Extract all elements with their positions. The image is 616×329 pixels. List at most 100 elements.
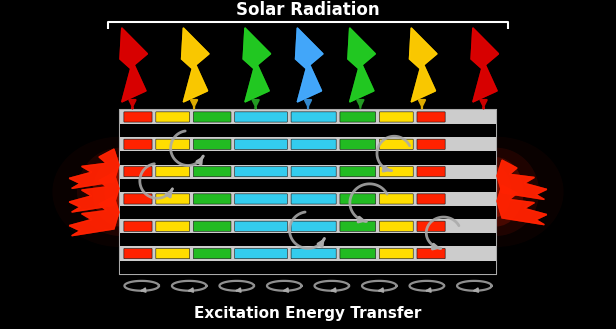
FancyBboxPatch shape <box>291 166 336 177</box>
Ellipse shape <box>480 166 511 217</box>
Polygon shape <box>69 196 119 236</box>
Text: Excitation Energy Transfer: Excitation Energy Transfer <box>194 306 422 321</box>
Polygon shape <box>296 28 323 102</box>
Polygon shape <box>182 28 209 102</box>
Polygon shape <box>410 28 437 102</box>
Polygon shape <box>410 28 437 102</box>
FancyBboxPatch shape <box>235 221 287 231</box>
Bar <box>120 219 496 233</box>
Polygon shape <box>182 28 209 102</box>
Polygon shape <box>471 28 498 102</box>
Polygon shape <box>120 28 147 102</box>
Polygon shape <box>69 196 119 236</box>
FancyBboxPatch shape <box>156 248 190 259</box>
Polygon shape <box>69 149 119 189</box>
Polygon shape <box>120 28 147 102</box>
Polygon shape <box>497 160 547 199</box>
Polygon shape <box>182 28 209 102</box>
Polygon shape <box>69 173 119 212</box>
Polygon shape <box>497 160 547 199</box>
FancyBboxPatch shape <box>124 112 152 122</box>
Ellipse shape <box>77 148 163 236</box>
FancyBboxPatch shape <box>340 139 376 149</box>
FancyBboxPatch shape <box>417 221 445 231</box>
FancyBboxPatch shape <box>156 112 190 122</box>
Polygon shape <box>69 149 119 189</box>
Polygon shape <box>471 28 498 102</box>
Polygon shape <box>497 185 547 225</box>
Polygon shape <box>182 28 209 102</box>
Polygon shape <box>471 28 498 102</box>
FancyBboxPatch shape <box>291 221 336 231</box>
FancyBboxPatch shape <box>379 221 413 231</box>
FancyBboxPatch shape <box>291 139 336 149</box>
FancyBboxPatch shape <box>193 194 231 204</box>
FancyBboxPatch shape <box>379 248 413 259</box>
FancyBboxPatch shape <box>417 248 445 259</box>
Polygon shape <box>120 28 147 102</box>
Polygon shape <box>120 28 147 102</box>
Bar <box>120 246 496 261</box>
Polygon shape <box>69 149 119 189</box>
FancyBboxPatch shape <box>156 139 190 149</box>
Polygon shape <box>243 28 270 102</box>
Polygon shape <box>497 185 547 225</box>
FancyBboxPatch shape <box>235 166 287 177</box>
Polygon shape <box>243 28 270 102</box>
Polygon shape <box>120 28 147 102</box>
Polygon shape <box>69 173 119 212</box>
Polygon shape <box>69 173 119 212</box>
Bar <box>120 110 172 274</box>
Bar <box>120 137 496 151</box>
FancyBboxPatch shape <box>124 221 152 231</box>
Bar <box>120 179 496 192</box>
FancyBboxPatch shape <box>291 112 336 122</box>
FancyBboxPatch shape <box>124 248 152 259</box>
FancyBboxPatch shape <box>379 166 413 177</box>
FancyBboxPatch shape <box>124 139 152 149</box>
FancyBboxPatch shape <box>156 166 190 177</box>
FancyBboxPatch shape <box>417 139 445 149</box>
Bar <box>120 233 496 246</box>
Ellipse shape <box>92 157 148 227</box>
Polygon shape <box>243 28 270 102</box>
FancyBboxPatch shape <box>156 194 190 204</box>
Polygon shape <box>410 28 437 102</box>
Polygon shape <box>296 28 323 102</box>
Polygon shape <box>497 160 547 199</box>
FancyBboxPatch shape <box>340 221 376 231</box>
Polygon shape <box>69 196 119 236</box>
Bar <box>120 110 150 274</box>
FancyBboxPatch shape <box>340 194 376 204</box>
Polygon shape <box>296 28 323 102</box>
Polygon shape <box>69 173 119 212</box>
Bar <box>120 110 496 274</box>
Bar <box>120 206 496 219</box>
Polygon shape <box>69 149 119 189</box>
Polygon shape <box>69 149 119 189</box>
Polygon shape <box>243 28 270 102</box>
Polygon shape <box>497 160 547 199</box>
FancyBboxPatch shape <box>156 221 190 231</box>
FancyBboxPatch shape <box>379 112 413 122</box>
Text: Solar Radiation: Solar Radiation <box>236 1 380 19</box>
FancyBboxPatch shape <box>379 139 413 149</box>
Polygon shape <box>471 28 498 102</box>
Polygon shape <box>497 160 547 199</box>
Bar <box>120 192 496 206</box>
Polygon shape <box>69 173 119 212</box>
Bar <box>120 261 496 274</box>
FancyBboxPatch shape <box>235 194 287 204</box>
Polygon shape <box>348 28 375 102</box>
Polygon shape <box>182 28 209 102</box>
FancyBboxPatch shape <box>291 248 336 259</box>
Polygon shape <box>69 196 119 236</box>
Ellipse shape <box>468 157 524 227</box>
Polygon shape <box>497 185 547 225</box>
Bar <box>444 110 496 274</box>
FancyBboxPatch shape <box>193 139 231 149</box>
Polygon shape <box>69 196 119 236</box>
Polygon shape <box>348 28 375 102</box>
Polygon shape <box>410 28 437 102</box>
Polygon shape <box>348 28 375 102</box>
